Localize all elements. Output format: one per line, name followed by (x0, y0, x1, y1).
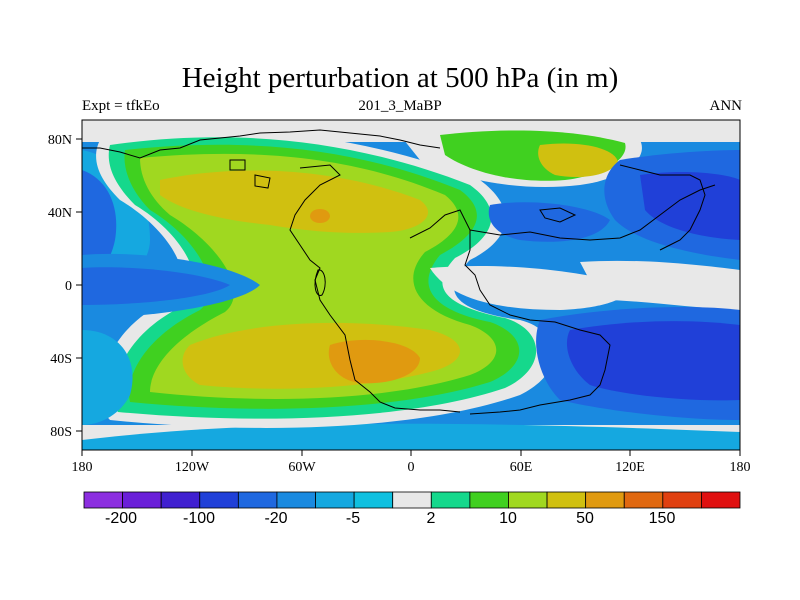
colorbar-box (585, 491, 625, 509)
x-tick-label: 60E (510, 460, 533, 475)
chart-title: Height perturbation at 500 hPa (in m) (181, 62, 619, 94)
season-label: ANN (709, 98, 743, 114)
colorbar-label: 10 (499, 510, 517, 527)
x-tick-label: 120E (615, 460, 645, 475)
field-trop-west-deep (82, 267, 230, 305)
field-trop-gap (430, 265, 627, 310)
colorbar-box (160, 491, 201, 509)
y-axis: 80N 40N 0 40S 80S (48, 133, 82, 440)
colorbar-box (623, 491, 664, 509)
coast-asia-north (469, 184, 716, 241)
colorbar-label: 150 (649, 510, 676, 527)
colorbar-box (237, 491, 278, 509)
colorbar-box (83, 491, 123, 509)
y-tick-label: 80S (50, 425, 72, 440)
x-axis: 180 120W 60W 0 60E 120E 180 (72, 450, 751, 475)
colorbar-box (315, 491, 355, 509)
field-band-south-cyan (82, 423, 740, 450)
y-tick-label: 40S (50, 352, 72, 367)
field-ne-low-deep (640, 172, 740, 240)
y-tick-label: 40N (48, 206, 72, 221)
coastlines (82, 129, 716, 415)
colorbar-box (469, 491, 509, 509)
colorbar-box (392, 491, 432, 509)
contour-field (82, 120, 740, 450)
colorbar-box (276, 491, 316, 509)
y-tick-label: 0 (65, 279, 72, 294)
field-orange-north (310, 209, 330, 223)
coast-americas (289, 164, 461, 413)
colorbar-box (662, 491, 702, 509)
colorbar-label: 2 (427, 510, 436, 527)
x-tick-label: 180 (730, 460, 751, 475)
colorbar-box (199, 491, 239, 509)
field-sw-cyan (82, 330, 133, 425)
colorbar-label: -200 (105, 510, 137, 527)
x-tick-label: 180 (72, 460, 93, 475)
y-tick-label: 80N (48, 133, 72, 148)
colorbar-labels: -200 -100 -20 -5 2 10 50 150 (105, 510, 675, 527)
colorbar-box (353, 491, 394, 509)
colorbar-box (508, 491, 548, 509)
field-ne-mid-low (488, 202, 610, 242)
field-ne-yellow (538, 143, 618, 178)
field-yellow-north (160, 170, 429, 233)
case-label: 201_3_MaBP (358, 98, 442, 114)
field-se-low-deep (566, 321, 740, 401)
x-tick-label: 60W (288, 460, 316, 475)
colorbar-label: 50 (576, 510, 594, 527)
coast-arctic-islands (229, 159, 271, 189)
colorbar-box (122, 491, 162, 509)
coast-north-arctic (82, 129, 441, 159)
colorbar-label: -100 (183, 510, 215, 527)
coast-asia-east (619, 164, 706, 251)
colorbar-label: -20 (264, 510, 287, 527)
colorbar (83, 491, 741, 509)
colorbar-box (546, 491, 587, 509)
coast-small-island (314, 269, 326, 296)
x-tick-label: 0 (408, 460, 415, 475)
coast-inland-sea (539, 207, 577, 223)
colorbar-label: -5 (346, 510, 360, 527)
field-trop-gap-east (580, 260, 740, 310)
colorbar-box (430, 491, 471, 509)
colorbar-box (701, 491, 741, 509)
experiment-label: Expt = tfkEo (82, 98, 160, 114)
x-tick-label: 120W (175, 460, 210, 475)
field-orange-south (328, 339, 420, 384)
coast-afro-eurasia (409, 209, 611, 415)
